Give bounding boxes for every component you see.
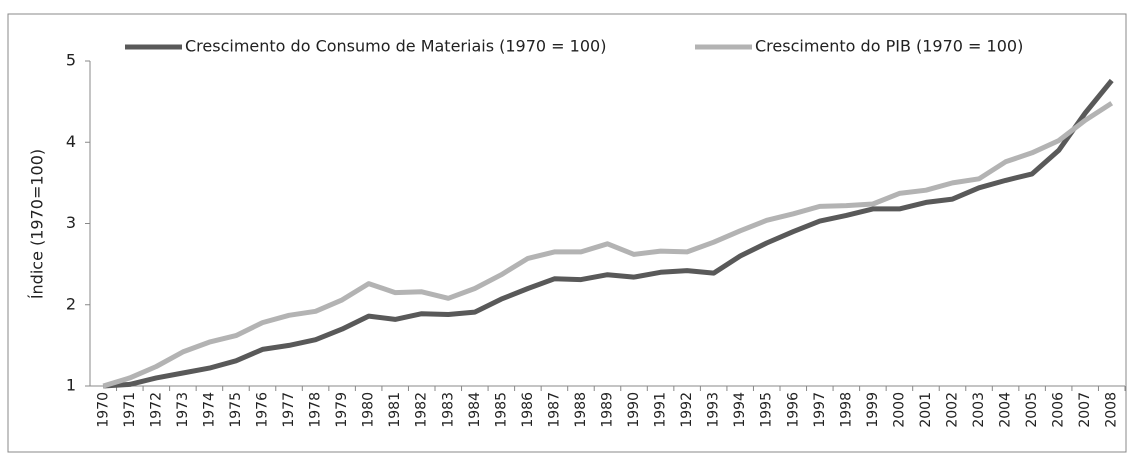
x-tick-label: 2007	[1077, 392, 1093, 428]
x-tick-label: 2008	[1104, 392, 1120, 428]
x-tick-label: 1977	[281, 392, 297, 428]
x-tick-label: 1993	[706, 392, 722, 428]
x-tick-label: 1995	[759, 392, 775, 428]
x-tick-label: 1989	[600, 392, 616, 428]
x-tick-label: 2004	[998, 392, 1014, 428]
y-tick-label: 4	[66, 132, 76, 151]
x-tick-label: 1981	[387, 392, 403, 428]
x-tick-label: 1976	[255, 392, 271, 428]
y-tick-label: 1	[66, 376, 76, 395]
legend-label: Crescimento do Consumo de Materiais (197…	[185, 37, 606, 56]
x-tick-label: 1991	[653, 392, 669, 428]
x-tick-label: 1971	[122, 392, 138, 428]
x-tick-label: 1999	[865, 392, 881, 428]
x-tick-label: 1974	[201, 392, 217, 428]
x-tick-label: 2000	[891, 392, 907, 428]
series-line	[103, 78, 1114, 389]
chart-frame	[7, 13, 1127, 453]
x-tick-label: 1986	[520, 392, 536, 428]
x-tick-label: 2003	[971, 392, 987, 428]
x-tick-label: 1992	[679, 392, 695, 428]
x-tick-label: 2001	[918, 392, 934, 428]
x-tick-label: 1994	[732, 392, 748, 428]
series-line	[102, 101, 1114, 389]
x-tick-label: 1982	[414, 392, 430, 428]
y-tick-label: 5	[66, 51, 76, 70]
y-axis-label: Índice (1970=100)	[28, 149, 47, 299]
x-tick-label: 2005	[1024, 392, 1040, 428]
x-tick-label: 2006	[1051, 392, 1067, 428]
x-tick-label: 1998	[838, 392, 854, 428]
y-tick-label: 3	[66, 213, 76, 232]
x-tick-label: 1984	[467, 392, 483, 428]
x-tick-label: 1978	[308, 392, 324, 428]
x-tick-label: 1983	[440, 392, 456, 428]
x-tick-label: 1973	[175, 392, 191, 428]
x-tick-label: 1975	[228, 392, 244, 428]
x-tick-label: 2002	[945, 392, 961, 428]
x-tick-label: 1979	[334, 392, 350, 428]
y-tick-label: 2	[66, 294, 76, 313]
x-tick-label: 1980	[361, 392, 377, 428]
x-tick-label: 1996	[785, 392, 801, 428]
x-tick-label: 1970	[95, 392, 111, 428]
x-tick-label: 1997	[812, 392, 828, 428]
x-tick-label: 1987	[546, 392, 562, 428]
x-tick-label: 1988	[573, 392, 589, 428]
x-tick-label: 1985	[493, 392, 509, 428]
legend-label: Crescimento do PIB (1970 = 100)	[755, 37, 1023, 56]
x-tick-label: 1972	[148, 392, 164, 428]
x-tick-label: 1990	[626, 392, 642, 428]
